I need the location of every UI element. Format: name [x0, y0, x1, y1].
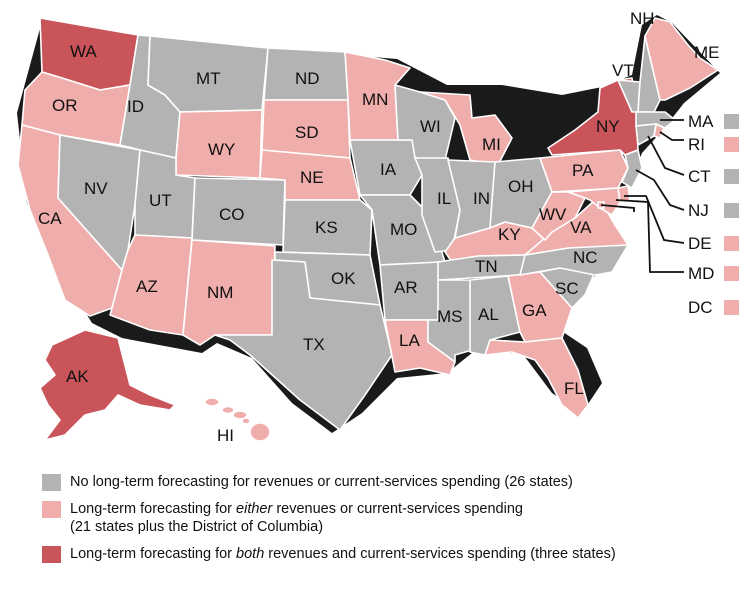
label-nd: ND [295, 69, 320, 88]
label-ut: UT [149, 191, 172, 210]
callout-swatch-md [724, 266, 739, 281]
label-al: AL [478, 305, 499, 324]
label-ar: AR [394, 278, 418, 297]
legend-swatch-none [42, 474, 61, 491]
label-oh: OH [508, 177, 534, 196]
label-tx: TX [303, 335, 325, 354]
callout-label-de: DE [688, 234, 712, 253]
callout-swatch-nj [724, 203, 739, 218]
state-mi [419, 91, 513, 166]
label-ks: KS [315, 218, 338, 237]
callout-swatch-ri [724, 137, 739, 152]
legend: No long-term forecasting for revenues or… [42, 473, 722, 572]
label-wy: WY [208, 140, 235, 159]
legend-item-both: Long-term forecasting for both revenues … [42, 545, 722, 563]
label-wi: WI [420, 117, 441, 136]
legend-swatch-both [42, 546, 61, 563]
state-fl [484, 337, 589, 419]
callout-label-ct: CT [688, 167, 711, 186]
label-nc: NC [573, 248, 598, 267]
legend-either-pre: Long-term forecasting for [70, 501, 237, 517]
callout-leaders [600, 119, 685, 273]
label-il: IL [437, 189, 451, 208]
label-nh: NH [630, 9, 655, 28]
state-hi [204, 397, 271, 442]
legend-both-em: both [236, 546, 265, 562]
label-co: CO [219, 205, 245, 224]
callout-swatch-ct [724, 169, 739, 184]
callout-swatch-ma [724, 114, 739, 129]
leader-de [624, 195, 685, 244]
label-ne: NE [300, 168, 324, 187]
legend-both-pre: Long-term forecasting for [70, 546, 237, 562]
leader-ri [659, 131, 684, 141]
label-pa: PA [572, 161, 594, 180]
label-wa: WA [70, 42, 97, 61]
state-nh [637, 35, 661, 113]
leader-md [615, 199, 684, 273]
label-ca: CA [38, 209, 62, 228]
state-nj [621, 149, 643, 189]
callout-label-nj: NJ [688, 201, 709, 220]
label-in: IN [473, 189, 490, 208]
legend-text-both: Long-term forecasting for both revenues … [70, 545, 616, 563]
label-wv: WV [539, 205, 567, 224]
callout-swatch-dc [724, 300, 739, 315]
label-or: OR [52, 96, 78, 115]
leader-nj [635, 169, 685, 211]
label-az: AZ [136, 277, 158, 296]
legend-either-em: either [236, 501, 273, 517]
legend-either-post: revenues or current-services spending [272, 501, 523, 517]
state-shapes [17, 17, 719, 442]
legend-both-post: revenues and current-services spending (… [264, 546, 616, 562]
label-sd: SD [295, 123, 319, 142]
callout-list: MA RI CT NJ DE MD DC [688, 112, 739, 317]
callout-label-md: MD [688, 264, 714, 283]
label-nv: NV [84, 179, 108, 198]
label-fl: FL [564, 379, 584, 398]
label-me: ME [694, 43, 720, 62]
leader-ct [647, 135, 685, 176]
label-sc: SC [555, 279, 579, 298]
state-ak [39, 329, 176, 441]
label-ak: AK [66, 367, 89, 386]
label-mn: MN [362, 90, 388, 109]
label-nm: NM [207, 283, 233, 302]
legend-either-line2: (21 states plus the District of Columbia… [70, 519, 324, 535]
state-ct [635, 123, 657, 146]
state-tx [214, 259, 393, 431]
label-la: LA [399, 331, 420, 350]
label-mo: MO [390, 220, 417, 239]
state-labels: WA OR CA NV ID MT WY UT CO AZ NM ND SD N… [38, 9, 720, 445]
label-hi: HI [217, 426, 234, 445]
label-tn: TN [475, 257, 498, 276]
state-me [644, 17, 719, 101]
label-ms: MS [437, 307, 463, 326]
state-md [567, 187, 621, 216]
label-ga: GA [522, 301, 547, 320]
legend-swatch-either [42, 501, 61, 518]
callout-label-ri: RI [688, 135, 705, 154]
label-ky: KY [498, 225, 521, 244]
state-wy [175, 109, 263, 179]
callout-label-ma: MA [688, 112, 714, 131]
legend-item-either: Long-term forecasting for either revenue… [42, 500, 722, 536]
callout-label-dc: DC [688, 298, 713, 317]
label-ok: OK [331, 269, 356, 288]
label-mi: MI [482, 135, 501, 154]
legend-text-none: No long-term forecasting for revenues or… [70, 474, 573, 490]
label-id: ID [127, 97, 144, 116]
state-ks [282, 199, 373, 256]
legend-text-either: Long-term forecasting for either revenue… [70, 500, 523, 536]
label-va: VA [570, 218, 592, 237]
leader-dc [600, 204, 635, 212]
label-ny: NY [596, 117, 620, 136]
callout-swatch-de [724, 236, 739, 251]
legend-item-none: No long-term forecasting for revenues or… [42, 473, 722, 491]
label-mt: MT [196, 69, 221, 88]
label-vt: VT [612, 61, 634, 80]
label-ia: IA [380, 160, 397, 179]
